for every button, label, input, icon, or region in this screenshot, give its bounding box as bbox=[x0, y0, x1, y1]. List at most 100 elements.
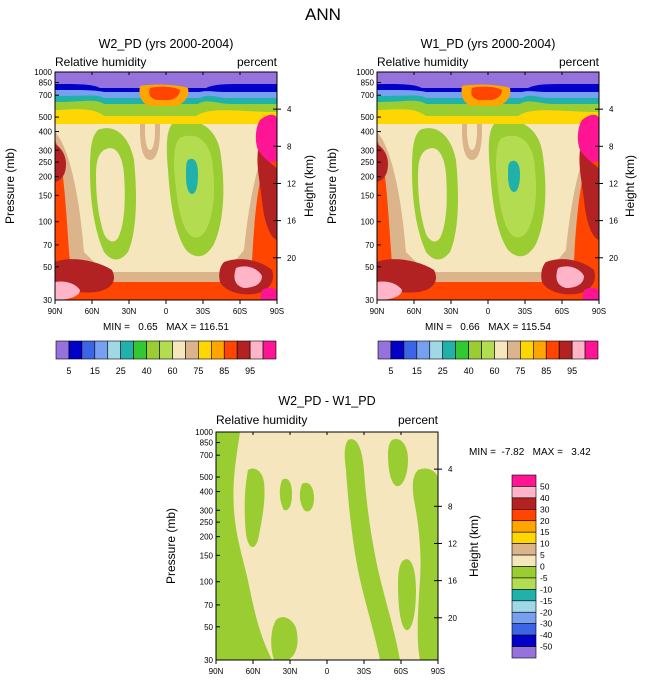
colorbar-box bbox=[511, 600, 537, 613]
y-tick-label: 50 bbox=[365, 263, 374, 272]
y-tick-label: 300 bbox=[200, 506, 214, 515]
y-tick-label: 150 bbox=[39, 191, 53, 200]
y-tick-label: 850 bbox=[200, 439, 214, 448]
right-string: percent bbox=[237, 55, 278, 69]
colorbar-box bbox=[511, 611, 537, 624]
height-tick-label: 12 bbox=[448, 539, 457, 548]
negative-region-sh-tongue bbox=[344, 439, 400, 660]
colorbar-box bbox=[159, 340, 173, 360]
colorbar-label: 15 bbox=[412, 366, 422, 376]
colorbar-box bbox=[511, 497, 537, 510]
colorbar-box bbox=[511, 486, 537, 499]
contour-stratosphere-5 bbox=[55, 72, 277, 88]
height-tick-label: 16 bbox=[609, 217, 618, 226]
negative-region-top-band bbox=[216, 432, 239, 448]
colorbar-box bbox=[262, 340, 277, 360]
y-tick-label: 100 bbox=[361, 218, 375, 227]
contour-band-20-core bbox=[186, 158, 198, 194]
colorbar-box bbox=[545, 340, 560, 360]
colorbar-box bbox=[120, 340, 134, 360]
colorbar-box bbox=[511, 509, 537, 522]
y-axis-label: Pressure (mb) bbox=[164, 508, 178, 584]
colorbar: 5 15 25 40 60 75 85 95 bbox=[55, 340, 277, 376]
x-tick-label: 60S bbox=[394, 667, 408, 676]
colorbar-label: 60 bbox=[167, 366, 177, 376]
colorbar-label: 85 bbox=[541, 366, 551, 376]
colorbar-box bbox=[442, 340, 456, 360]
colorbar-box bbox=[507, 340, 521, 360]
negative-region-nh-upper bbox=[279, 478, 292, 511]
colorbar-label: 5 bbox=[540, 550, 545, 560]
contour-south-polar-85 bbox=[579, 150, 599, 240]
y-tick-label: 100 bbox=[200, 578, 214, 587]
height-tick-label: 4 bbox=[448, 465, 453, 474]
left-string: Relative humidity bbox=[377, 55, 468, 69]
colorbar-label: 75 bbox=[515, 366, 525, 376]
colorbar-box bbox=[511, 520, 537, 533]
contour-band-30-left bbox=[418, 148, 447, 242]
colorbar-box bbox=[236, 340, 251, 360]
x-tick-label: 90S bbox=[592, 307, 606, 316]
x-tick-label: 0 bbox=[325, 667, 330, 676]
left-string: Relative humidity bbox=[55, 55, 146, 69]
x-tick-label: 90S bbox=[431, 667, 445, 676]
min-max-stats: MIN = 0.66 MAX = 115.54 bbox=[425, 322, 551, 333]
x-tick-label: 90N bbox=[209, 667, 224, 676]
colorbar-box bbox=[390, 340, 405, 360]
y-tick-label: 150 bbox=[200, 551, 214, 560]
y-tick-label: 500 bbox=[361, 113, 375, 122]
panel-title: W2_PD (yrs 2000-2004) bbox=[99, 37, 234, 51]
colorbar-box bbox=[133, 340, 147, 360]
colorbar-box bbox=[55, 340, 70, 360]
colorbar-label: -50 bbox=[540, 642, 553, 652]
panel-title: W2_PD - W1_PD bbox=[278, 394, 375, 408]
x-tick-label: 60S bbox=[555, 307, 569, 316]
colorbar-label: -40 bbox=[540, 630, 553, 640]
y-axis-label: Pressure (mb) bbox=[325, 148, 339, 224]
colorbar-box bbox=[185, 340, 199, 360]
x-tick-label: 60S bbox=[233, 307, 247, 316]
x-tick-label: 0 bbox=[164, 307, 169, 316]
colorbar-label: 15 bbox=[90, 366, 100, 376]
colorbar-label: 5 bbox=[388, 366, 393, 376]
y-axis-label-right: Height (km) bbox=[302, 155, 316, 217]
colorbar-label: 10 bbox=[540, 539, 550, 549]
colorbar-label: 95 bbox=[245, 366, 255, 376]
contour-field bbox=[55, 72, 277, 300]
x-tick-label: 90N bbox=[370, 307, 385, 316]
colorbar-box bbox=[429, 340, 444, 360]
axes: 90N 60N 30N 0 30S 60S 90S100085070050040030025… bbox=[195, 428, 457, 676]
min-max-stats: MIN = -7.82 MAX = 3.42 bbox=[469, 447, 591, 458]
colorbar-box bbox=[146, 340, 160, 360]
colorbar-label: 95 bbox=[567, 366, 577, 376]
colorbar-label: 40 bbox=[540, 493, 550, 503]
y-tick-label: 250 bbox=[39, 158, 53, 167]
colorbar-box bbox=[532, 340, 547, 360]
colorbar-box bbox=[481, 340, 495, 360]
colorbar-label: 0 bbox=[540, 562, 545, 572]
y-tick-label: 250 bbox=[361, 158, 375, 167]
negative-region-nh-midlat bbox=[244, 468, 265, 548]
contour-band-30-left bbox=[96, 148, 125, 242]
contour-surface-antarctic bbox=[582, 287, 599, 300]
x-tick-label: 30S bbox=[518, 307, 532, 316]
panel-w2: W2_PD (yrs 2000-2004) Relative humidity … bbox=[3, 37, 316, 376]
y-tick-label: 400 bbox=[39, 128, 53, 137]
colorbar-label: -5 bbox=[540, 573, 548, 583]
colorbar-box bbox=[511, 589, 537, 602]
colorbar-label: 20 bbox=[540, 516, 550, 526]
x-tick-label: 90N bbox=[48, 307, 63, 316]
colorbar-box bbox=[511, 554, 537, 567]
y-axis-label-right: Height (km) bbox=[467, 515, 481, 577]
colorbar-label: 30 bbox=[540, 504, 550, 514]
height-tick-label: 20 bbox=[287, 254, 296, 263]
y-tick-label: 150 bbox=[361, 191, 375, 200]
colorbar-label: 50 bbox=[540, 481, 550, 491]
colorbar: 5 15 25 40 60 75 85 95 bbox=[377, 340, 599, 376]
x-tick-label: 30N bbox=[283, 667, 298, 676]
contour-stratosphere-5 bbox=[377, 72, 599, 88]
colorbar-box bbox=[584, 340, 599, 360]
colorbar-box bbox=[511, 646, 537, 659]
colorbar-label: 15 bbox=[540, 527, 550, 537]
colorbar-box bbox=[249, 340, 264, 360]
